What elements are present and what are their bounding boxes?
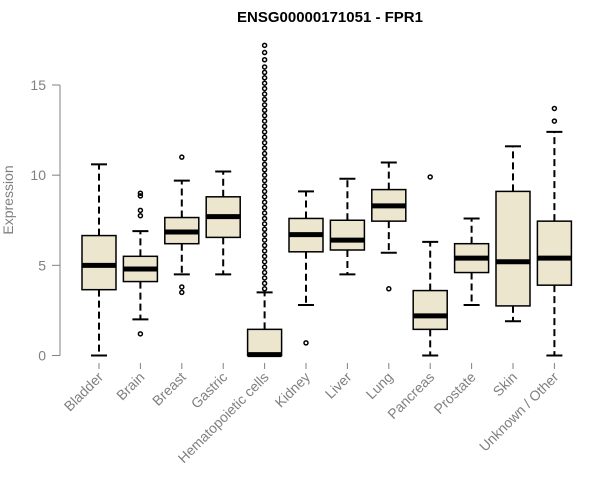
outlier-point — [137, 190, 144, 196]
outlier-point — [261, 145, 268, 151]
x-category-label: Bladder — [61, 369, 107, 415]
outlier-point — [303, 340, 309, 346]
x-category-label: Prostate — [431, 369, 479, 417]
outlier-point — [261, 258, 268, 265]
outlier-point — [261, 42, 268, 49]
x-category-label: Brain — [113, 369, 147, 403]
outlier-point — [427, 174, 433, 180]
outlier-point — [261, 96, 268, 103]
outlier-point — [137, 212, 144, 219]
outlier-point — [261, 264, 268, 270]
outlier-point — [179, 284, 185, 290]
x-category-label: Liver — [322, 369, 355, 402]
outlier-point — [261, 286, 268, 292]
outlier-point — [137, 193, 144, 199]
outlier-point — [261, 156, 268, 162]
y-tick-label: 5 — [38, 257, 46, 273]
outlier-point — [261, 215, 268, 222]
box-unknown-other — [536, 105, 573, 357]
box-lung — [371, 161, 407, 292]
box-liver — [329, 177, 366, 276]
box-gastric — [205, 170, 241, 276]
outlier-point — [261, 204, 268, 211]
outlier-point — [261, 177, 268, 184]
outlier-point — [261, 199, 268, 205]
outlier-point — [261, 69, 268, 76]
box-brain — [122, 190, 159, 337]
box-bladder — [81, 163, 117, 357]
outlier-point — [261, 210, 268, 216]
outlier-point — [261, 150, 268, 157]
x-category-label: Kidney — [272, 369, 314, 411]
outlier-point — [261, 64, 268, 70]
outlier-point — [179, 289, 185, 296]
iqr-box — [495, 190, 531, 307]
outlier-point — [261, 75, 268, 81]
y-tick-label: 0 — [38, 348, 46, 364]
outlier-point — [261, 242, 268, 249]
outlier-point — [261, 188, 268, 195]
y-axis-label: Expression — [0, 165, 16, 234]
outlier-point — [261, 118, 268, 124]
box-pancreas — [412, 174, 448, 357]
box-skin — [495, 145, 531, 323]
outlier-point — [261, 231, 268, 238]
outlier-point — [261, 129, 268, 135]
y-axis: 0 5 10 15 — [30, 77, 61, 364]
box-breast — [164, 154, 200, 296]
outlier-point — [261, 172, 268, 178]
outlier-point — [261, 91, 268, 97]
outlier-point — [551, 105, 558, 112]
outlier-point — [261, 248, 268, 254]
outlier-point — [261, 107, 268, 113]
outlier-point — [261, 85, 268, 92]
outlier-point — [261, 237, 268, 243]
outlier-point — [261, 221, 268, 227]
outlier-point — [137, 207, 144, 214]
box-kidney — [288, 190, 324, 346]
iqr-box — [81, 234, 117, 291]
outlier-point — [261, 112, 268, 119]
outlier-point — [261, 275, 268, 281]
outlier-point — [261, 280, 268, 287]
outlier-point — [261, 57, 268, 63]
chart-title: ENSG00000171051 - FPR1 — [237, 9, 423, 26]
boxes-group — [81, 42, 573, 358]
outlier-point — [261, 80, 268, 86]
outlier-point — [261, 102, 268, 108]
outlier-point — [261, 139, 268, 146]
outlier-point — [261, 269, 268, 276]
outlier-point — [551, 118, 558, 124]
outlier-point — [179, 154, 185, 160]
outlier-point — [137, 331, 144, 337]
box-prostate — [453, 217, 490, 307]
outlier-point — [386, 286, 392, 292]
outlier-point — [261, 226, 268, 233]
outlier-point — [261, 183, 268, 189]
x-category-label: Breast — [149, 369, 189, 409]
y-tick-label: 10 — [30, 167, 46, 183]
outlier-point — [261, 161, 268, 168]
outlier-point — [261, 134, 268, 141]
y-tick-label: 15 — [30, 77, 46, 93]
outlier-point — [261, 194, 268, 200]
iqr-box — [246, 328, 283, 357]
iqr-box — [329, 219, 366, 251]
iqr-box — [536, 220, 573, 286]
x-category-label: Lung — [363, 369, 396, 402]
x-category-label: Unknown / Other — [476, 369, 562, 455]
outlier-point — [261, 167, 268, 173]
x-category-label: Skin — [490, 369, 521, 400]
outlier-point — [261, 253, 268, 260]
outlier-point — [261, 49, 268, 56]
outlier-point — [261, 123, 268, 130]
box-hematopoietic-cells — [246, 42, 283, 358]
iqr-box — [412, 289, 448, 331]
